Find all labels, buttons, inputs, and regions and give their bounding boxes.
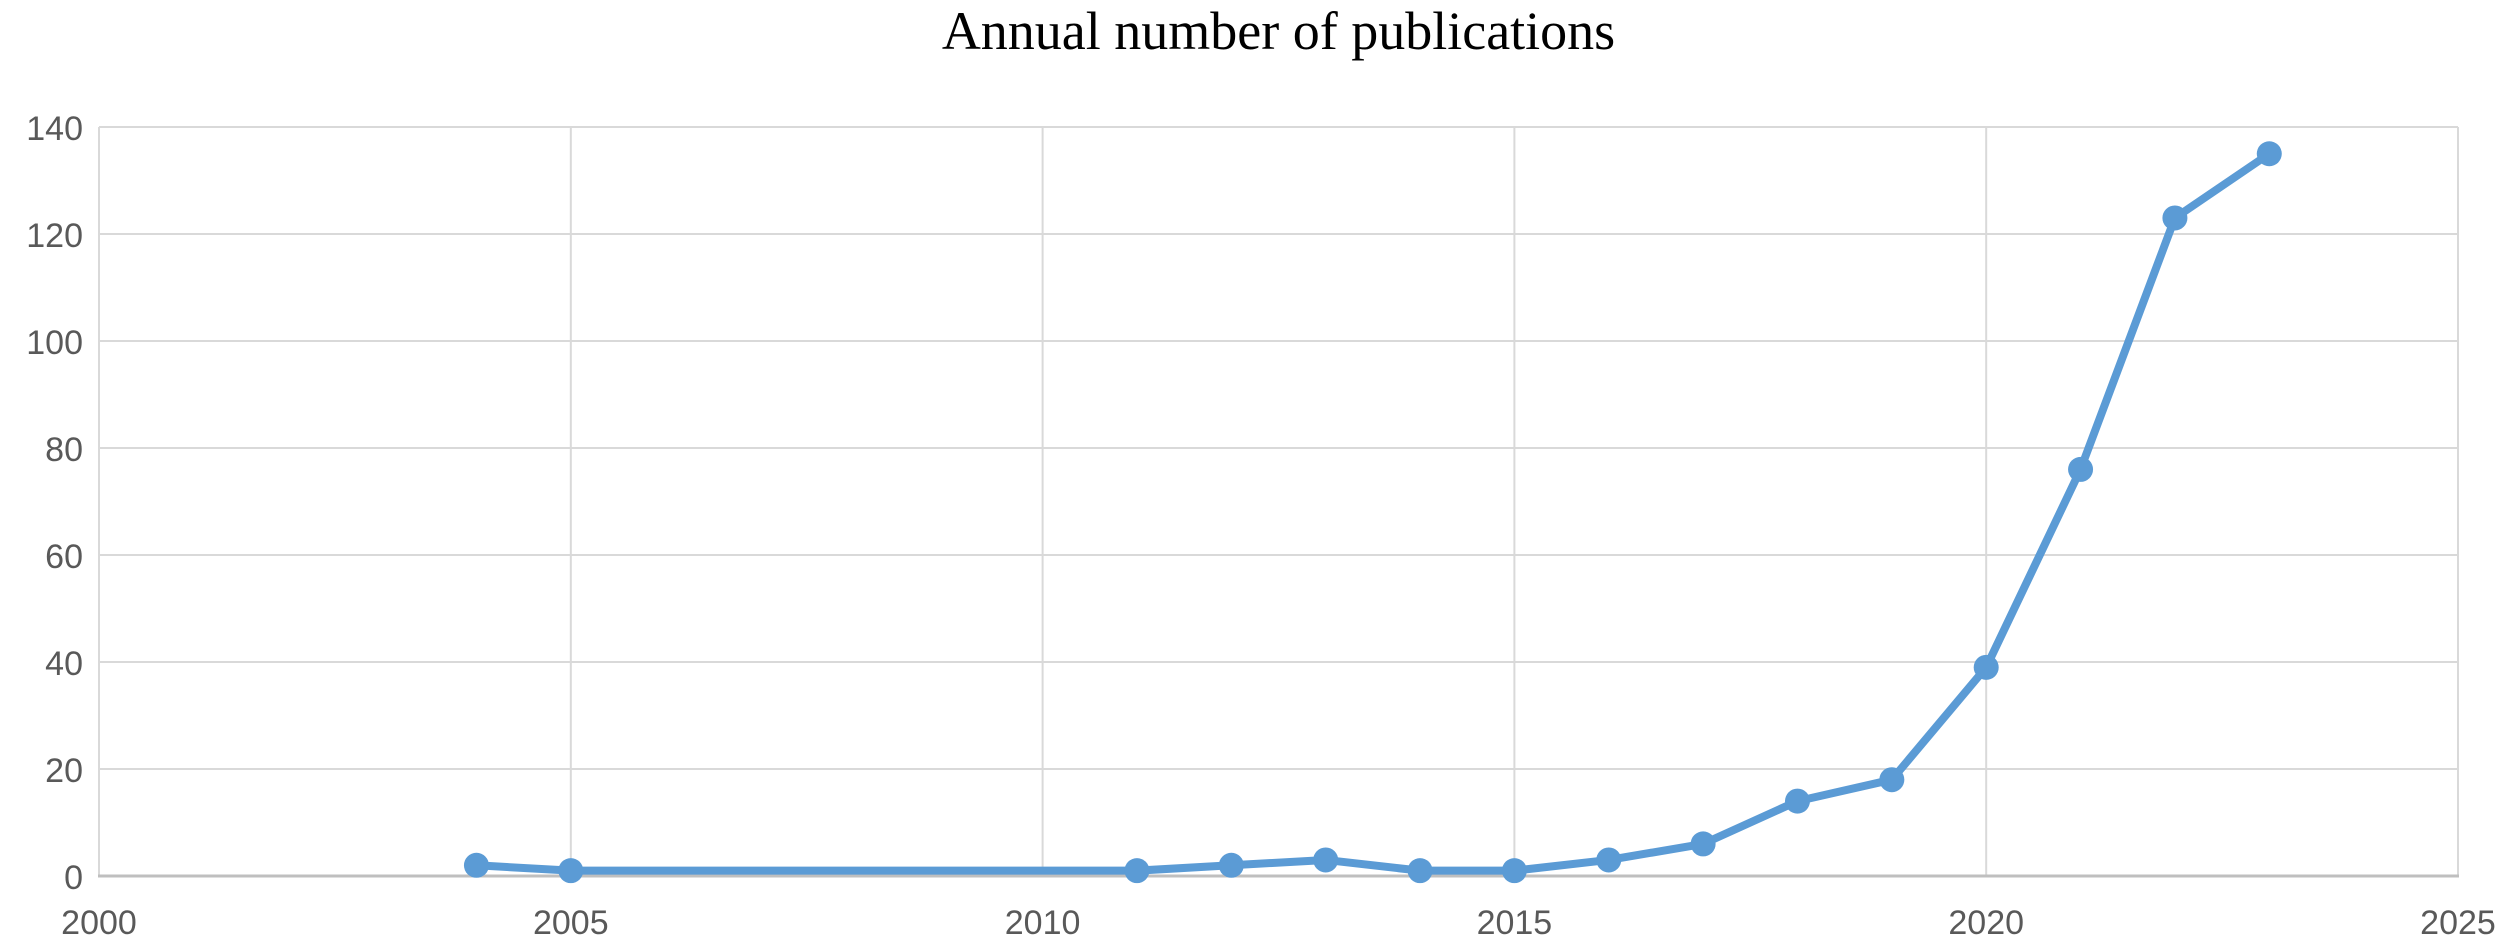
data-point-2020 xyxy=(1973,654,1999,680)
y-tick-label: 80 xyxy=(45,431,83,469)
series-line xyxy=(472,149,2274,875)
data-point-2022 xyxy=(2162,205,2188,231)
data-point-2013 xyxy=(1313,847,1339,873)
data-point-2014 xyxy=(1407,858,1433,884)
x-tick-label: 2020 xyxy=(1948,904,2024,942)
data-point-2012 xyxy=(1218,852,1244,878)
x-tick-label: 2005 xyxy=(533,904,609,942)
y-tick-label: 100 xyxy=(26,324,83,362)
y-tick-label: 0 xyxy=(64,859,83,897)
data-point-2004 xyxy=(463,852,489,878)
data-point-2015 xyxy=(1501,858,1527,884)
data-point-2017 xyxy=(1690,831,1716,857)
data-point-2005 xyxy=(558,858,584,884)
y-tick-label: 20 xyxy=(45,752,83,790)
y-tick-label: 40 xyxy=(45,645,83,683)
x-tick-label: 2000 xyxy=(61,904,137,942)
chart-title: Annual number of publications xyxy=(941,1,1616,61)
x-tick-label: 2025 xyxy=(2420,904,2496,942)
data-point-2011 xyxy=(1124,858,1150,884)
y-tick-label: 120 xyxy=(26,217,83,255)
x-tick-label: 2015 xyxy=(1477,904,1553,942)
data-point-2021 xyxy=(2068,456,2094,482)
y-tick-label: 60 xyxy=(45,538,83,576)
data-point-2019 xyxy=(1879,767,1905,793)
data-point-2016 xyxy=(1596,847,1622,873)
x-tick-label: 2010 xyxy=(1005,904,1081,942)
data-point-2023 xyxy=(2256,141,2282,167)
y-tick-label: 140 xyxy=(26,110,83,148)
data-point-2018 xyxy=(1784,788,1810,814)
